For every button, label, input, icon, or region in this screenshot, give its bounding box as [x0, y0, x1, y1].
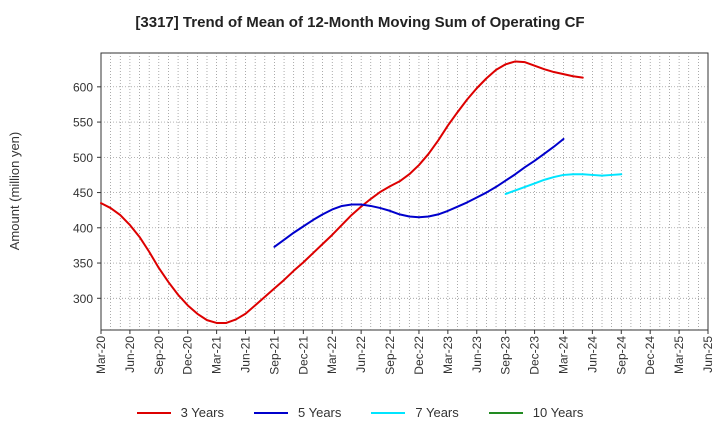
legend-swatch: [488, 411, 523, 414]
x-tick-label: Sep-21: [267, 336, 281, 375]
x-tick-label: Jun-22: [354, 336, 368, 373]
series-line-5-years: [273, 137, 565, 248]
x-tick-label: Sep-24: [614, 336, 628, 375]
y-tick-label: 500: [73, 151, 93, 165]
x-tick-label: Jun-25: [701, 336, 715, 373]
legend-swatch: [371, 411, 406, 414]
series-line-3-years: [100, 60, 584, 324]
y-tick-label: 600: [73, 80, 93, 94]
series-line-7-years: [504, 173, 623, 195]
legend-swatch: [136, 411, 171, 414]
y-tick-label: 450: [73, 186, 93, 200]
y-tick-label: 400: [73, 221, 93, 235]
y-tick-label: 350: [73, 257, 93, 271]
x-axis-ticks: Mar-20 Jun-20 Sep-20 Dec-20 Mar-21 Jun-21 Sep-…: [94, 330, 715, 375]
legend-label: 7 Years: [415, 405, 459, 420]
y-axis-label: Amount (million yen): [7, 132, 22, 251]
x-tick-label: Dec-23: [528, 336, 542, 375]
legend-item: 7 Years: [371, 405, 459, 420]
x-tick-label: Jun-21: [239, 336, 253, 373]
plot-area: [100, 52, 709, 331]
y-tick-label: 550: [73, 116, 93, 130]
legend: 3 Years 5 Years 7 Years 10 Years: [0, 405, 720, 420]
x-tick-label: Mar-20: [94, 336, 108, 374]
x-tick-label: Sep-23: [499, 336, 513, 375]
x-tick-label: Sep-20: [152, 336, 166, 375]
legend-item: 3 Years: [136, 405, 224, 420]
x-tick-label: Dec-24: [643, 336, 657, 375]
x-tick-label: Mar-22: [325, 336, 339, 374]
x-tick-label: Mar-23: [441, 336, 455, 374]
series-lines: [100, 60, 623, 324]
y-tick-label: 300: [73, 292, 93, 306]
legend-label: 10 Years: [532, 405, 584, 420]
legend-item: 5 Years: [254, 405, 341, 420]
chart-title: [3317] Trend of Mean of 12-Month Moving …: [135, 14, 585, 31]
x-tick-label: Mar-21: [210, 336, 224, 374]
legend-label: 5 Years: [298, 405, 342, 420]
legend-label: 3 Years: [180, 405, 224, 420]
x-tick-label: Jun-20: [123, 336, 137, 373]
x-tick-label: Sep-22: [383, 336, 397, 375]
x-tick-label: Dec-22: [412, 336, 426, 375]
x-tick-label: Jun-23: [470, 336, 484, 373]
y-axis-ticks: 300 350 400 450 500 550 600: [73, 80, 101, 306]
x-tick-label: Dec-21: [296, 336, 310, 375]
x-tick-label: Jun-24: [585, 336, 599, 373]
x-tick-label: Mar-25: [672, 336, 686, 374]
legend-item: 10 Years: [488, 405, 584, 420]
x-tick-label: Dec-20: [181, 336, 195, 375]
x-tick-label: Mar-24: [556, 336, 570, 374]
legend-swatch: [254, 411, 288, 414]
